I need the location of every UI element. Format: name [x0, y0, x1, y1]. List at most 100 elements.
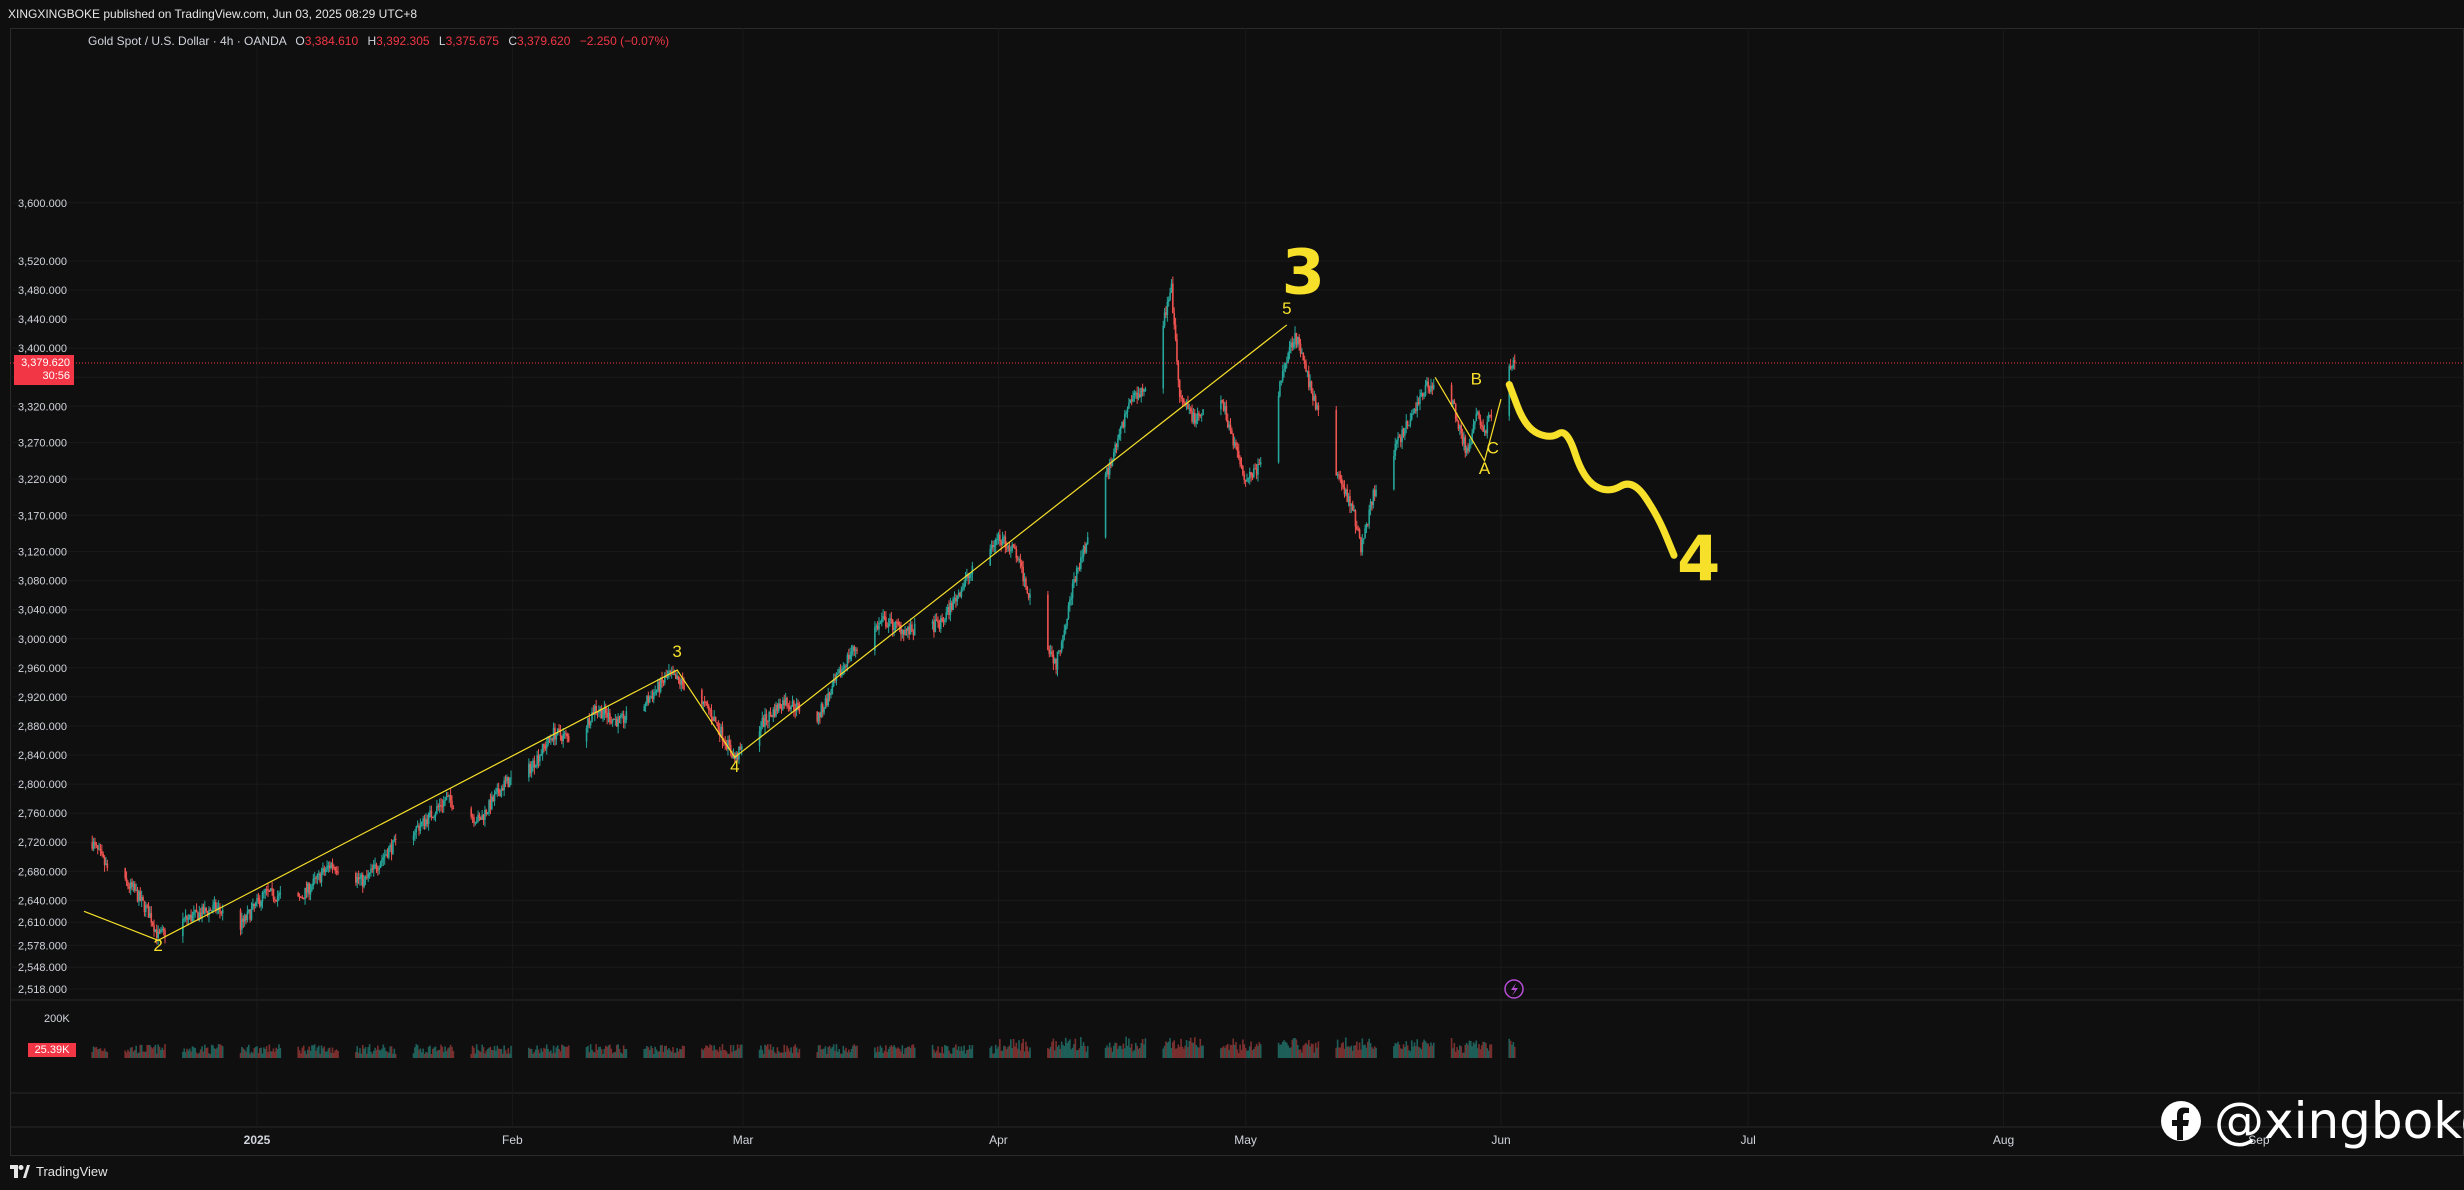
candle-body [1005, 547, 1008, 549]
symbol-title[interactable]: Gold Spot / U.S. Dollar · 4h · OANDA [88, 34, 287, 48]
volume-bar [1248, 1046, 1251, 1058]
y-tick-label[interactable]: 2,920.000 [18, 692, 67, 704]
time-axis[interactable]: 2025 Feb Mar Apr May Jun Jul Aug Sep [244, 1133, 2270, 1147]
candle-body [528, 763, 530, 778]
candle-body [703, 701, 706, 703]
volume-bar [1427, 1043, 1430, 1058]
y-tick-label[interactable]: 3,220.000 [18, 474, 67, 486]
volume-bar [646, 1045, 648, 1058]
x-tick-label[interactable]: Mar [733, 1133, 754, 1147]
volume-bar [615, 1045, 618, 1058]
wave-label: A [1479, 459, 1491, 478]
volume-bar [544, 1048, 547, 1058]
y-tick-label[interactable]: 3,440.000 [18, 314, 67, 326]
candle-body [330, 863, 332, 868]
volume-bar [1174, 1048, 1177, 1058]
candle-body [267, 889, 269, 891]
y-tick-label[interactable]: 3,040.000 [18, 605, 67, 617]
y-tick-label[interactable]: 2,610.000 [18, 917, 67, 929]
y-tick-label[interactable]: 2,720.000 [18, 837, 67, 849]
y-tick-label[interactable]: 2,640.000 [18, 895, 67, 907]
candle-body [1136, 392, 1138, 399]
candle-body [561, 735, 563, 742]
y-tick-label[interactable]: 3,120.000 [18, 547, 67, 559]
volume-bar [1169, 1038, 1171, 1058]
candle-body [370, 868, 372, 873]
volume-bar [1368, 1038, 1370, 1058]
volume-bar [416, 1045, 419, 1058]
y-tick-label[interactable]: 3,600.000 [18, 198, 67, 210]
volume-bar [158, 1046, 161, 1058]
candle-body [834, 679, 836, 681]
volume-bar [1173, 1040, 1176, 1058]
volume-bar [204, 1044, 206, 1058]
candle-body [1129, 399, 1132, 404]
y-tick-label[interactable]: 3,270.000 [18, 438, 67, 450]
candle-body [1368, 509, 1370, 525]
volume-bar [721, 1044, 724, 1058]
candle-body [908, 626, 911, 635]
x-tick-label[interactable]: Aug [1993, 1133, 2014, 1147]
tradingview-brand[interactable]: TradingView [10, 1164, 108, 1179]
volume-bar [131, 1047, 133, 1058]
candle-body [1406, 421, 1409, 426]
volume-bar [901, 1045, 904, 1058]
volume-bar [1239, 1044, 1241, 1058]
y-tick-label[interactable]: 3,520.000 [18, 256, 67, 268]
volume-bar [614, 1051, 617, 1058]
y-tick-label[interactable]: 2,840.000 [18, 750, 67, 762]
volume-bar [731, 1051, 733, 1058]
y-tick-label[interactable]: 2,518.000 [18, 984, 67, 996]
volume-bar [933, 1049, 935, 1058]
price-axis[interactable]: 3,600.000 3,520.000 3,480.000 3,440.000 3,40… [18, 198, 67, 996]
candle-body [1181, 397, 1184, 399]
volume-bar [419, 1048, 422, 1058]
candle-body [1487, 414, 1490, 422]
candle-body [793, 701, 795, 711]
x-tick-label[interactable]: May [1234, 1133, 1257, 1147]
x-tick-label[interactable]: Apr [989, 1133, 1008, 1147]
y-tick-label[interactable]: 3,480.000 [18, 285, 67, 297]
volume-bar [1181, 1046, 1184, 1058]
candle-body [534, 765, 537, 768]
volume-bar [596, 1049, 599, 1058]
candle-body [297, 892, 299, 897]
bottom-bar [0, 1160, 2464, 1190]
y-tick-label[interactable]: 2,800.000 [18, 779, 67, 791]
volume-bar [1073, 1043, 1075, 1058]
y-tick-label[interactable]: 3,320.000 [18, 401, 67, 413]
x-tick-label[interactable]: Jun [1491, 1133, 1510, 1147]
candle-body [1314, 396, 1317, 410]
y-tick-label[interactable]: 2,680.000 [18, 866, 67, 878]
y-tick-label[interactable]: 3,400.000 [18, 343, 67, 355]
candle-body [879, 622, 882, 624]
volume-bar [554, 1052, 556, 1058]
x-tick-label[interactable]: Jul [1740, 1133, 1755, 1147]
candle-body [787, 705, 790, 707]
candle-body [971, 565, 974, 574]
candle-body [1192, 412, 1195, 422]
volume-bar [1114, 1042, 1116, 1058]
x-tick-label[interactable]: Feb [502, 1133, 523, 1147]
candle-body [427, 812, 430, 825]
handdrawn-wave-label: 4 [1677, 523, 1720, 596]
y-tick-label[interactable]: 3,000.000 [18, 634, 67, 646]
y-tick-label[interactable]: 2,578.000 [18, 940, 67, 952]
y-tick-label[interactable]: 2,960.000 [18, 663, 67, 675]
volume-bar [585, 1046, 588, 1058]
volume-bar [831, 1046, 834, 1058]
y-tick-label[interactable]: 3,080.000 [18, 576, 67, 588]
y-tick-label[interactable]: 2,760.000 [18, 808, 67, 820]
y-tick-label[interactable]: 2,880.000 [18, 721, 67, 733]
candle-body [603, 707, 606, 715]
candle-body [1258, 463, 1261, 465]
x-tick-label[interactable]: Sep [2248, 1133, 2270, 1147]
candle-body [420, 821, 423, 826]
y-tick-label[interactable]: 3,170.000 [18, 510, 67, 522]
alert-icon[interactable] [1504, 979, 1524, 999]
x-tick-label[interactable]: 2025 [244, 1133, 271, 1147]
volume-bar [1291, 1039, 1294, 1058]
y-tick-label[interactable]: 2,548.000 [18, 962, 67, 974]
volume-bar [736, 1044, 739, 1058]
